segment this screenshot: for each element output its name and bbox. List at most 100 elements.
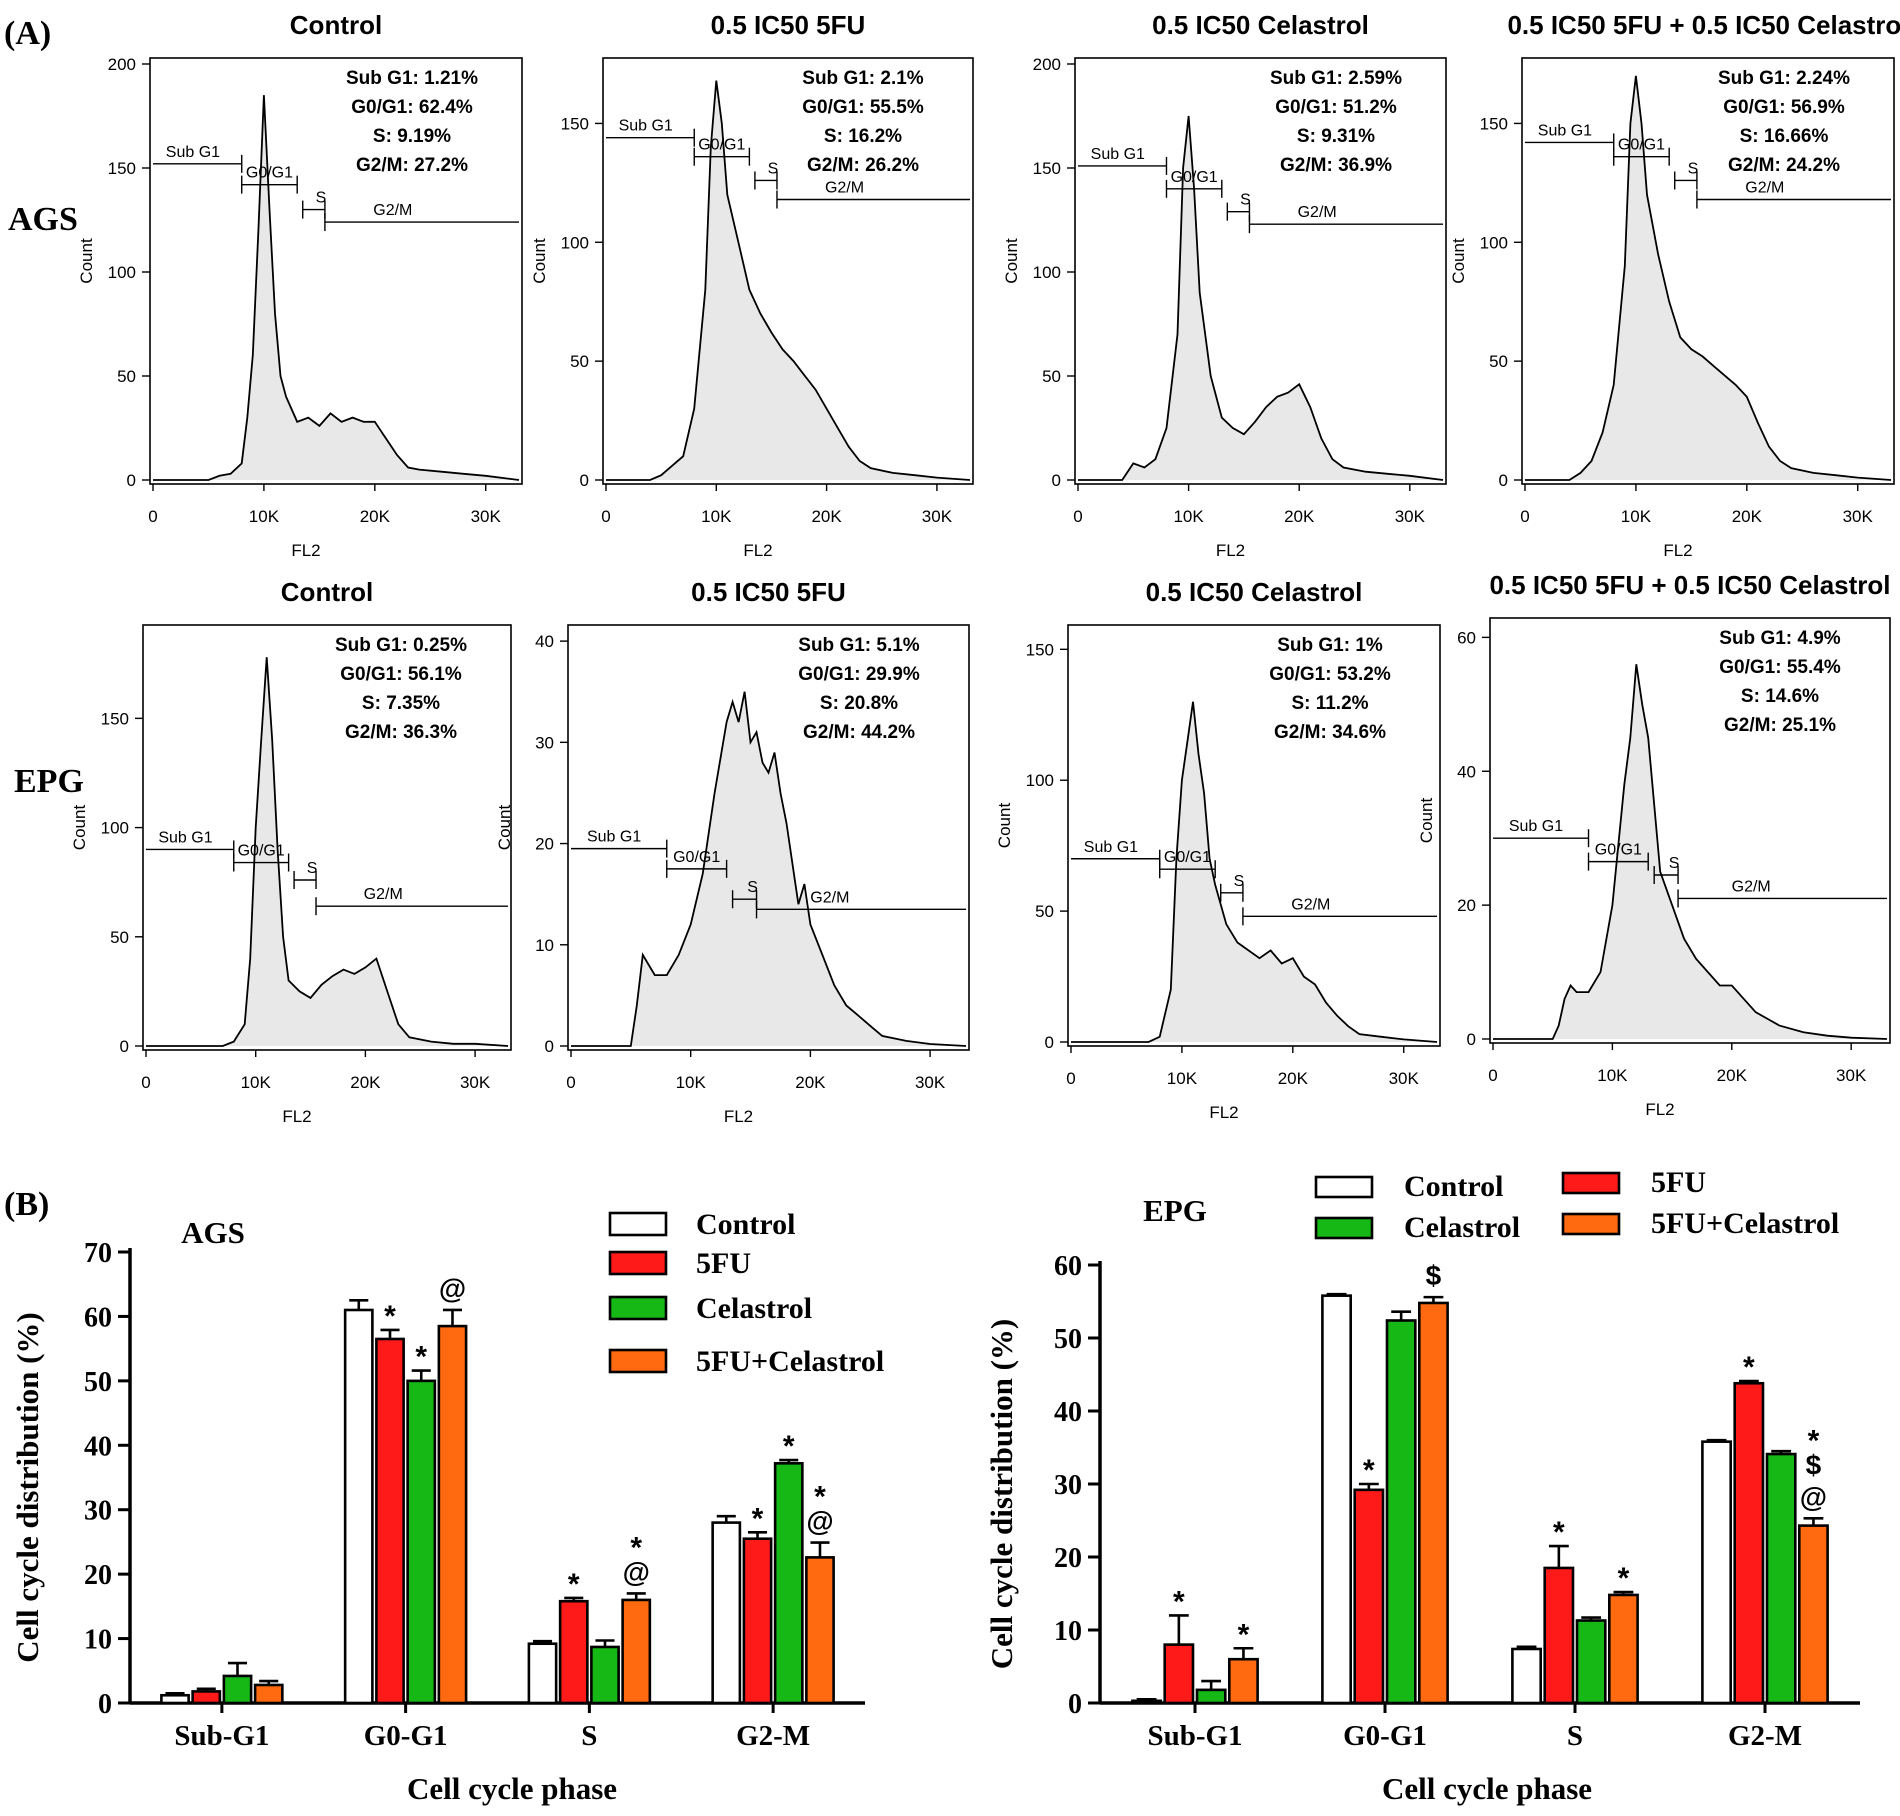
histogram-frame: [1067, 624, 1441, 1047]
gate-g0-g1: G0/G1: [241, 165, 298, 194]
bar-celastrol-s: [1575, 1619, 1607, 1705]
histogram-line: [1493, 664, 1888, 1040]
y-tick-label: 60: [84, 1302, 112, 1333]
gate-label: G0/G1: [1164, 849, 1211, 866]
bar-celastrol-sub-g1: [222, 1674, 253, 1705]
category-label: G0-G1: [364, 1720, 448, 1752]
stat-line: G0/G1: 53.2%: [1269, 664, 1391, 685]
histogram-title: 0.5 IC50 5FU + 0.5 IC50 Celastrol: [1507, 10, 1900, 40]
bar-control-s: [1511, 1647, 1543, 1705]
bar-5fu-celastrol-sub-g1: [1228, 1657, 1259, 1705]
bar-5fu-celastrol-g0-g1: [1418, 1301, 1449, 1705]
y-tick-label: 40: [535, 632, 554, 651]
gate-label: G0/G1: [246, 165, 293, 182]
gate-s: S: [1220, 873, 1245, 902]
y-tick-label: 0: [1467, 1030, 1476, 1049]
x-tick-label: 20K: [811, 507, 842, 526]
legend-label: 5FU: [696, 1247, 751, 1280]
histogram-ags-celastrol: 0.5 IC50 Celastrol 0 50 100 150 200 0 10K 20K 30K…: [1002, 10, 1447, 560]
gate-s: S: [1653, 855, 1679, 885]
y-tick-label: 50: [1035, 902, 1054, 921]
legend: Control 5FU Celastrol 5FU+Celastrol: [608, 1208, 884, 1378]
y-axis-label: Cell cycle distribution (%): [984, 1319, 1019, 1669]
legend-swatch: [608, 1211, 668, 1237]
gate-label: Sub G1: [166, 144, 220, 161]
x-tick-label: 30K: [1836, 1066, 1867, 1085]
stat-line: G2/M: 34.6%: [1274, 722, 1386, 743]
y-axis-label: Cell cycle distribution (%): [10, 1312, 45, 1662]
gate-sub-g1: Sub G1: [1078, 146, 1168, 175]
x-tick-label: 30K: [1843, 507, 1874, 526]
x-axis-label: FL2: [1209, 1103, 1238, 1122]
x-axis-label: FL2: [1216, 541, 1245, 560]
stat-line: G2/M: 25.1%: [1724, 715, 1836, 736]
x-tick-label: 10K: [241, 1073, 272, 1092]
y-tick-label: 150: [1026, 640, 1054, 659]
histogram-frame: [149, 57, 523, 485]
histogram-stats: Sub G1: 5.1% G0/G1: 29.9% S: 20.8% G2/M: 44…: [798, 635, 920, 743]
x-tick-label: 30K: [915, 1073, 946, 1092]
x-axis-label: FL2: [1663, 541, 1692, 560]
significance-marker: *: [1553, 1516, 1565, 1549]
gate-label: S: [1234, 873, 1245, 890]
legend-item-5fu-celastrol: 5FU+Celastrol: [608, 1345, 884, 1378]
y-tick-label: 0: [120, 1037, 129, 1056]
histogram-stats: Sub G1: 2.59% G0/G1: 51.2% S: 9.31% G2/M: 3…: [1270, 68, 1402, 176]
y-tick-label: 100: [1480, 233, 1508, 252]
histogram-line: [1071, 701, 1438, 1043]
stat-line: G0/G1: 55.5%: [802, 97, 924, 118]
stat-line: S: 14.6%: [1741, 686, 1819, 707]
x-axis-label: Cell cycle phase: [1382, 1771, 1592, 1806]
category-label: G0-G1: [1343, 1720, 1427, 1752]
y-tick-label: 20: [1457, 896, 1476, 915]
histogram-line: [146, 657, 509, 1047]
gate-g0-g1: G0/G1: [1613, 137, 1670, 166]
y-tick-label: 0: [1045, 1033, 1054, 1052]
gate-label: Sub G1: [1538, 122, 1592, 139]
y-tick-label: 50: [570, 352, 589, 371]
gate-g2-m: G2/M: [315, 886, 508, 916]
x-tick-label: 10K: [676, 1073, 707, 1092]
x-tick-label: 0: [1066, 1069, 1075, 1088]
histogram-ags-combo: 0.5 IC50 5FU + 0.5 IC50 Celastrol 0 50 100 1…: [1449, 10, 1900, 560]
legend-swatch: [608, 1348, 668, 1374]
x-tick-label: 20K: [360, 507, 391, 526]
bar-control-s: [527, 1642, 558, 1705]
y-tick-label: 10: [1054, 1616, 1082, 1647]
histogram-line: [153, 95, 520, 481]
y-tick-label: 30: [1054, 1470, 1082, 1501]
gate-g2-m: G2/M: [1677, 878, 1887, 908]
significance-marker: @: [623, 1556, 650, 1587]
y-tick-label: 40: [84, 1431, 112, 1462]
panel-b-label: (B): [4, 1186, 49, 1223]
x-tick-label: 0: [566, 1073, 575, 1092]
y-tick-label: 60: [1457, 628, 1476, 647]
gate-g2-m: G2/M: [776, 179, 970, 209]
legend-item-control: Control: [608, 1208, 795, 1241]
row-label-epg: EPG: [14, 763, 84, 800]
histogram-title: Control: [281, 577, 373, 607]
stat-line: G0/G1: 56.1%: [340, 664, 462, 685]
significance-marker: *: [1743, 1351, 1755, 1384]
x-tick-label: 30K: [471, 507, 502, 526]
y-axis-label: Count: [1417, 798, 1436, 844]
gate-sub-g1: Sub G1: [1071, 839, 1161, 868]
stat-line: G0/G1: 51.2%: [1275, 97, 1397, 118]
gate-label: Sub G1: [619, 118, 673, 135]
legend-label: Celastrol: [1404, 1211, 1520, 1244]
category-label: S: [581, 1720, 597, 1752]
stat-line: G0/G1: 29.9%: [798, 664, 920, 685]
y-tick-label: 100: [561, 233, 589, 252]
histogram-title: 0.5 IC50 5FU + 0.5 IC50 Celastrol: [1489, 570, 1890, 600]
y-tick-label: 0: [1499, 471, 1508, 490]
histogram-epg-control: Control 0 50 100 150 0 10K 20K 30K FL2 Count Sub G1…: [70, 577, 512, 1126]
stat-line: S: 9.19%: [373, 126, 451, 147]
gate-g2-m: G2/M: [1248, 204, 1443, 234]
gate-sub-g1: Sub G1: [146, 829, 235, 859]
bar-5fu-celastrol-g2-m: [805, 1556, 835, 1705]
histogram-title: 0.5 IC50 Celastrol: [1152, 10, 1369, 40]
bar-5fu-celastrol-g2-m: [1798, 1524, 1829, 1705]
gate-sub-g1: Sub G1: [571, 829, 668, 858]
